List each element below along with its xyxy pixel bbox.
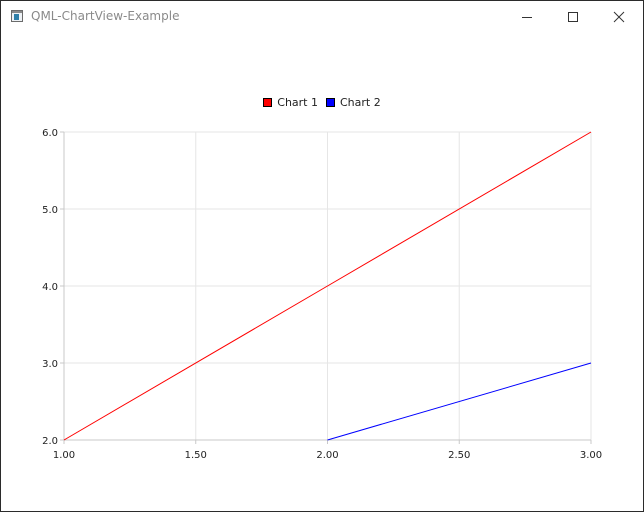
x-tick-label: 2.50 xyxy=(448,450,470,461)
legend-label-chart-2: Chart 2 xyxy=(340,96,381,109)
series-line-1 xyxy=(63,131,592,441)
x-tick-label: 1.00 xyxy=(53,450,75,461)
y-tick-label: 5.0 xyxy=(42,205,58,216)
minimize-button[interactable] xyxy=(504,1,550,32)
app-icon xyxy=(11,10,23,22)
legend-swatch-chart-1 xyxy=(263,98,273,107)
y-tick-label: 2.0 xyxy=(42,436,58,447)
x-tick-label: 3.00 xyxy=(580,450,602,461)
window-title: QML-ChartView-Example xyxy=(31,9,180,23)
chart-view: Chart 1 Chart 2 1.00 1.50 2.00 2.50 3.00 2.0 3… xyxy=(1,32,643,511)
maximize-button[interactable] xyxy=(550,1,596,32)
series-line-2 xyxy=(327,362,592,441)
title-bar[interactable]: QML-ChartView-Example xyxy=(1,1,643,32)
y-tick-label: 6.0 xyxy=(42,128,58,139)
maximize-icon xyxy=(568,11,578,22)
minimize-icon xyxy=(522,16,532,18)
legend-swatch-chart-2 xyxy=(326,98,335,107)
chart-legend: Chart 1 Chart 2 xyxy=(1,96,643,109)
y-tick-label: 3.0 xyxy=(42,359,58,370)
y-tick-label: 4.0 xyxy=(42,282,58,293)
x-tick-label: 1.50 xyxy=(185,450,207,461)
legend-label-chart-1: Chart 1 xyxy=(277,96,318,109)
close-icon xyxy=(613,11,625,22)
legend-item-chart-1[interactable]: Chart 1 xyxy=(263,96,318,109)
plot-area: 1.00 1.50 2.00 2.50 3.00 2.0 3.0 4.0 5.0 6.0 xyxy=(42,128,602,461)
x-tick-label: 2.00 xyxy=(316,450,338,461)
legend-item-chart-2[interactable]: Chart 2 xyxy=(326,96,381,109)
close-button[interactable] xyxy=(596,1,642,32)
